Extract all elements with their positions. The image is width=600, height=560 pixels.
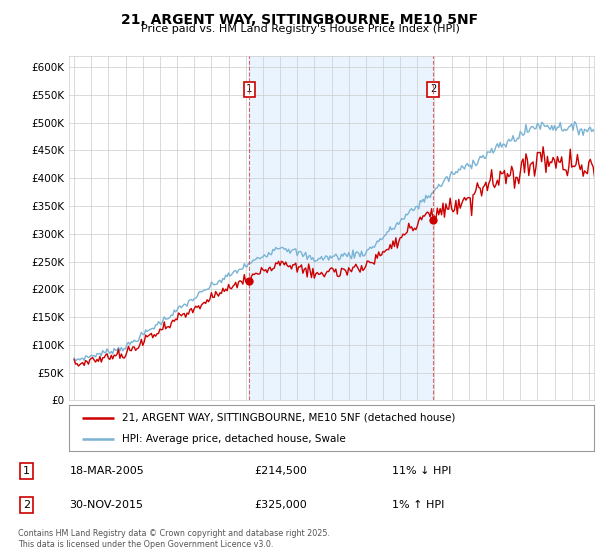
Text: 2: 2 <box>23 500 30 510</box>
Text: Price paid vs. HM Land Registry's House Price Index (HPI): Price paid vs. HM Land Registry's House … <box>140 24 460 34</box>
Text: 11% ↓ HPI: 11% ↓ HPI <box>392 466 452 476</box>
Text: 18-MAR-2005: 18-MAR-2005 <box>70 466 145 476</box>
Text: Contains HM Land Registry data © Crown copyright and database right 2025.
This d: Contains HM Land Registry data © Crown c… <box>18 529 330 549</box>
Text: 1% ↑ HPI: 1% ↑ HPI <box>392 500 445 510</box>
Text: £325,000: £325,000 <box>254 500 307 510</box>
Text: 30-NOV-2015: 30-NOV-2015 <box>70 500 143 510</box>
Text: 21, ARGENT WAY, SITTINGBOURNE, ME10 5NF: 21, ARGENT WAY, SITTINGBOURNE, ME10 5NF <box>121 13 479 27</box>
Text: 21, ARGENT WAY, SITTINGBOURNE, ME10 5NF (detached house): 21, ARGENT WAY, SITTINGBOURNE, ME10 5NF … <box>121 413 455 423</box>
Text: 1: 1 <box>246 85 253 94</box>
Text: 2: 2 <box>430 85 436 94</box>
Text: 1: 1 <box>23 466 30 476</box>
Text: £214,500: £214,500 <box>254 466 307 476</box>
Text: HPI: Average price, detached house, Swale: HPI: Average price, detached house, Swal… <box>121 435 345 444</box>
Bar <box>250 56 433 400</box>
